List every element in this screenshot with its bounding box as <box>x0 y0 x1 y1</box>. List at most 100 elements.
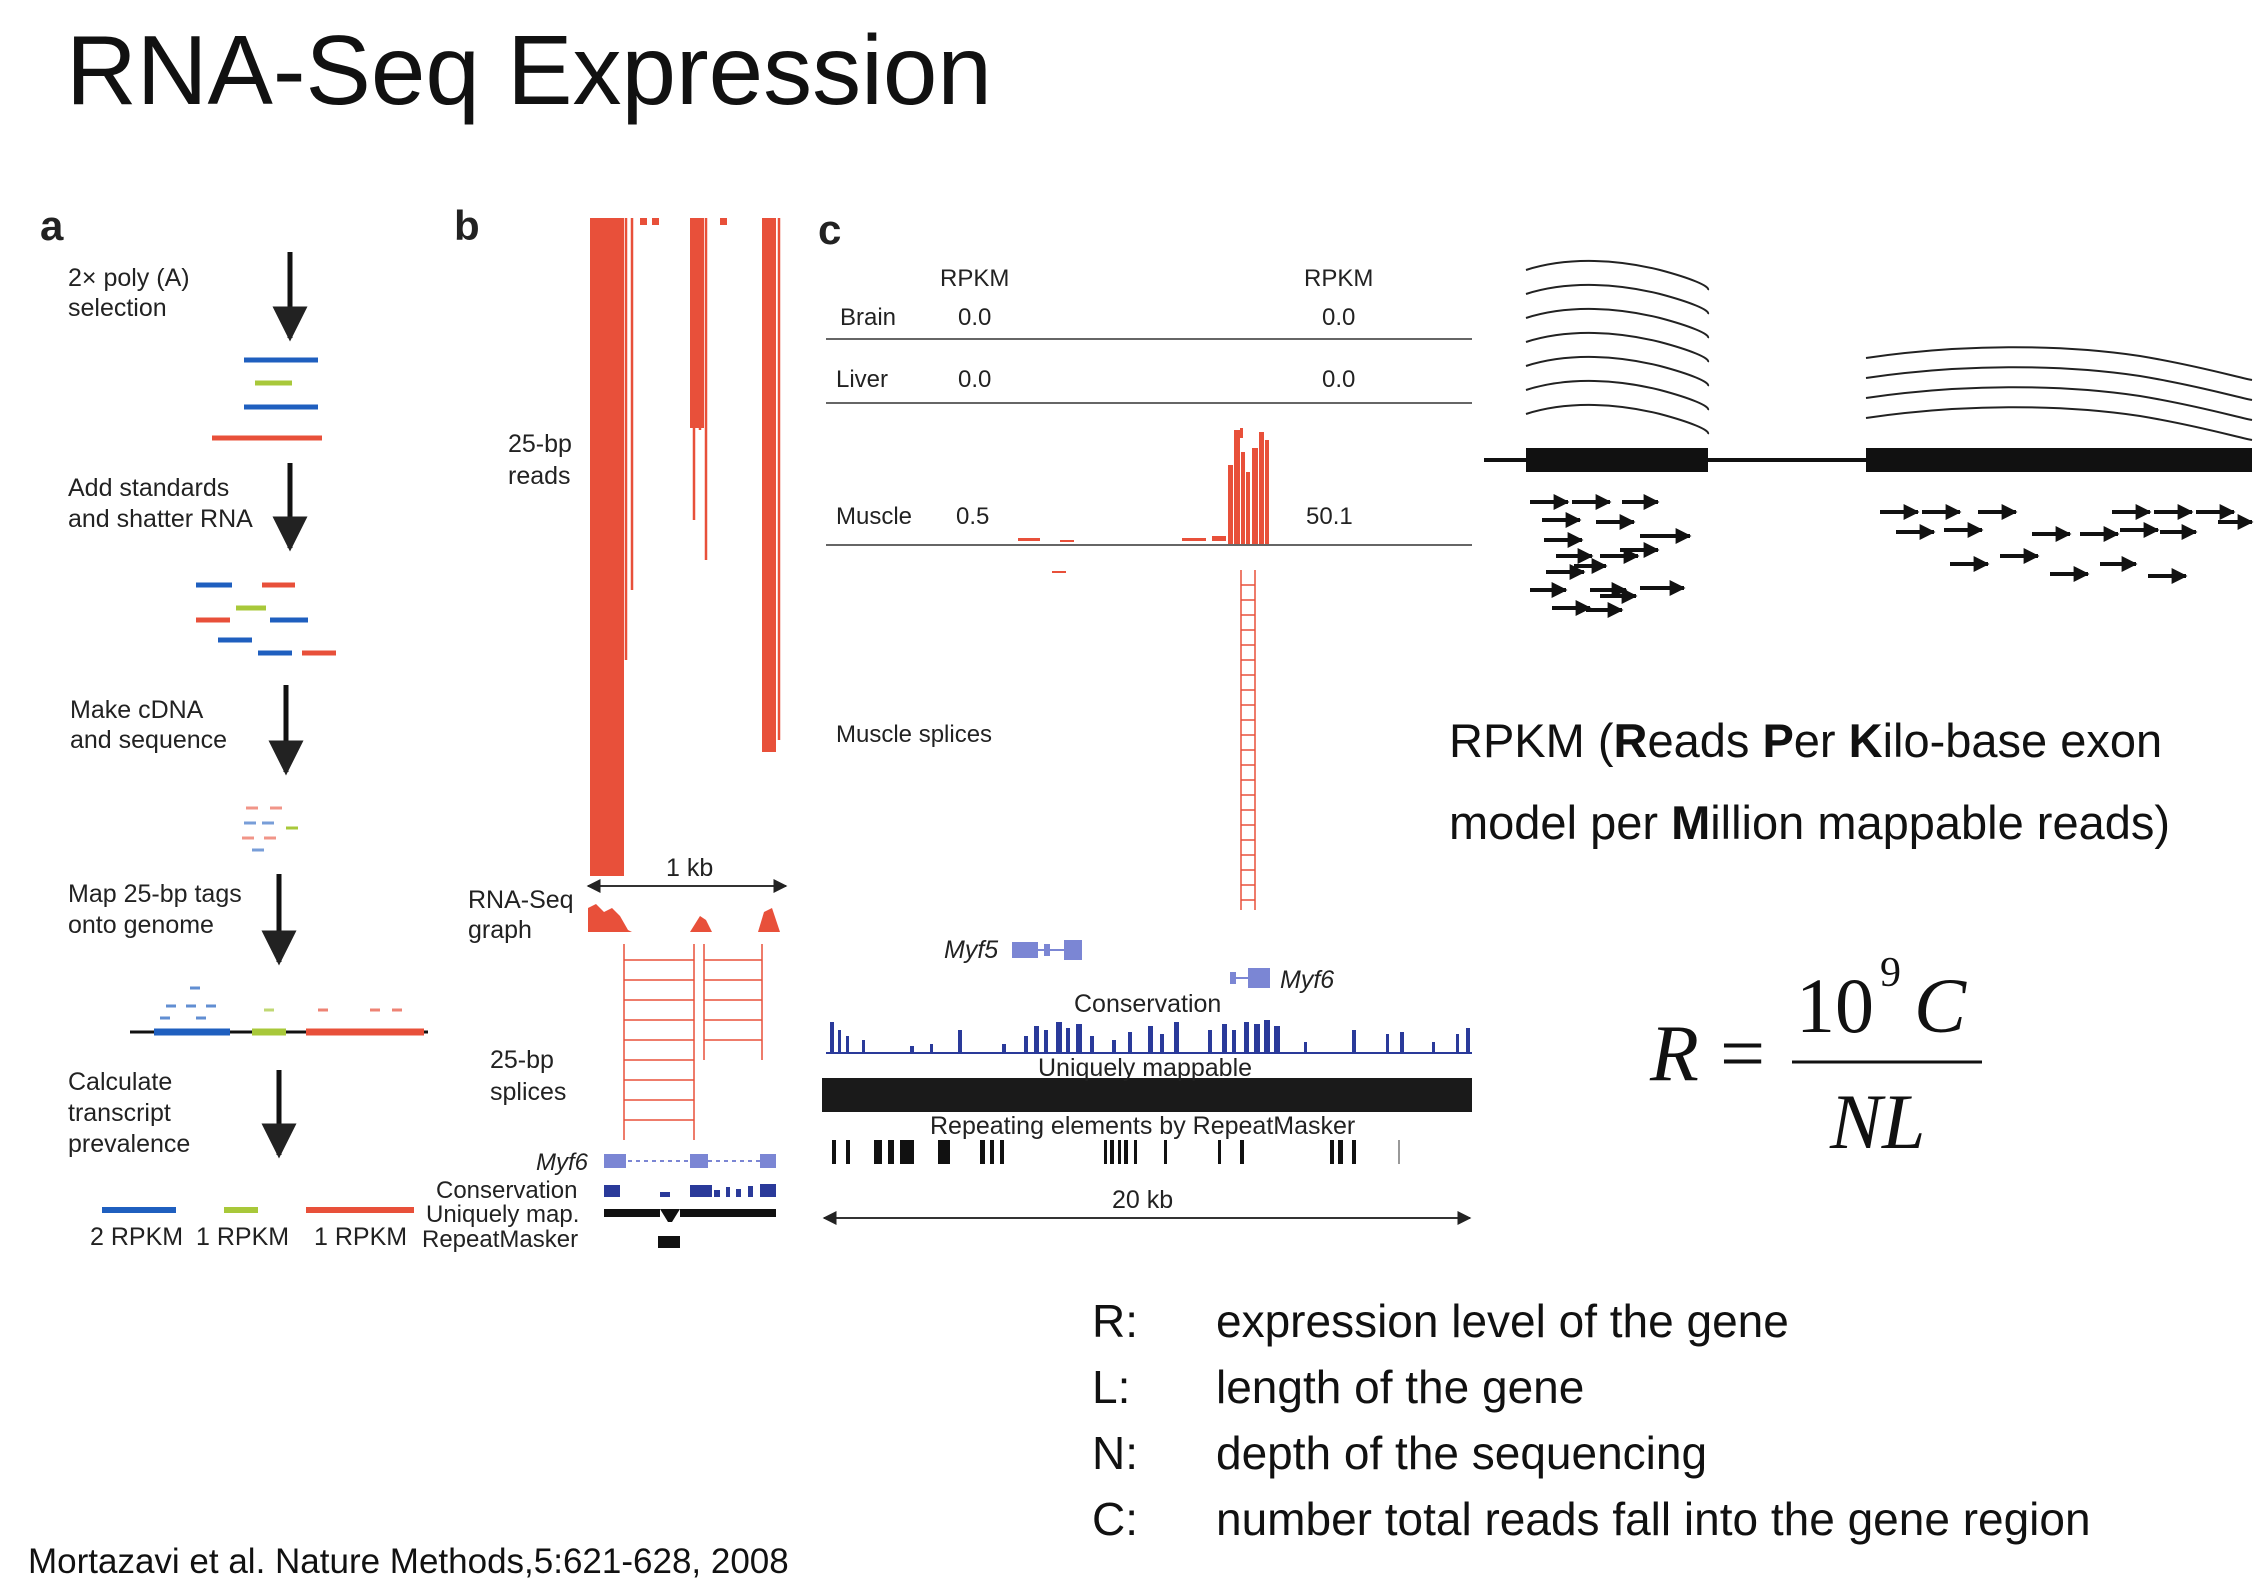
panel-b: b 25-bp reads 1 kb <box>422 202 788 1253</box>
panel-c-muscle-splices <box>1240 570 1256 910</box>
shattered-fragments <box>196 582 336 656</box>
panel-c-gene-myf6: Myf6 <box>1280 966 1334 994</box>
panel-a-step-1-line-2: selection <box>68 294 167 322</box>
panel-a-step-4-line-2: onto genome <box>68 911 214 939</box>
def-text: illion mappable reads) <box>1710 796 2171 849</box>
panel-a-step-arrows <box>261 252 308 1159</box>
page-title: RNA-Seq Expression <box>66 15 992 125</box>
legend-symbol: R: <box>1092 1295 1138 1347</box>
panel-b-letter: b <box>454 202 480 249</box>
panel-c-uniquely-label: Uniquely mappable <box>1038 1054 1252 1082</box>
def-text: RPKM ( <box>1449 714 1614 767</box>
legend-symbol: N: <box>1092 1427 1138 1479</box>
exon-1 <box>1526 448 1708 472</box>
panel-b-rnaseq-graph <box>588 904 780 932</box>
panel-c: c RPKM RPKM Brain 0.0 0.0 Liver 0.0 0.0 … <box>818 206 1472 1225</box>
panel-c-tissue-brain: Brain <box>840 304 896 331</box>
panel-c-repeats-track <box>832 1140 1400 1164</box>
panel-c-muscle-right: 50.1 <box>1306 503 1353 530</box>
mapped-read-arrows <box>1530 494 2254 618</box>
panel-b-gene-label: Myf6 <box>536 1149 589 1176</box>
formula-num-base: 10 <box>1796 962 1874 1049</box>
panel-a-step-3-line-2: and sequence <box>70 726 227 754</box>
panel-c-rpkm-header-left: RPKM <box>940 265 1009 292</box>
def-text: eads <box>1647 714 1763 767</box>
panel-b-repeatmasker-label: RepeatMasker <box>422 1226 578 1253</box>
formula-denominator: NL <box>1829 1078 1925 1165</box>
panel-c-conservation-track <box>826 1020 1472 1054</box>
panel-a-step-5-line-3: prevalence <box>68 1130 190 1158</box>
def-bold-letter: M <box>1671 796 1711 849</box>
panel-c-scale-label: 20 kb <box>1112 1186 1173 1214</box>
panel-b-conservation-label: Conservation <box>436 1177 577 1204</box>
panel-b-graph-label-1: RNA-Seq <box>468 886 574 914</box>
panel-a-step-5-line-1: Calculate <box>68 1068 172 1096</box>
panel-c-liver-left: 0.0 <box>958 366 991 393</box>
panel-a-step-2-line-2: and shatter RNA <box>68 505 253 533</box>
panel-c-myf6-gene <box>1230 968 1270 988</box>
transcript-waves-right <box>1865 346 2253 441</box>
panel-c-myf5-gene <box>1012 940 1082 960</box>
panel-b-conservation-track <box>604 1184 776 1197</box>
rpkm-label-1: 2 RPKM <box>90 1223 183 1251</box>
legend-description: number total reads fall into the gene re… <box>1216 1493 2091 1545</box>
panel-c-muscle-left: 0.5 <box>956 503 989 530</box>
rpkm-definition: RPKM (Reads Per Kilo-base exon model per… <box>1449 700 2170 864</box>
legend-symbol: L: <box>1092 1361 1131 1413</box>
polyA-transcripts <box>212 357 322 441</box>
panel-b-uniquely-track <box>604 1209 776 1222</box>
def-bold-letter: K <box>1848 714 1883 767</box>
panel-b-repeat-block <box>658 1236 680 1248</box>
rpkm-label-2: 1 RPKM <box>196 1223 289 1251</box>
exon-2 <box>1866 448 2252 472</box>
panel-a-step-2-line-1: Add standards <box>68 474 229 502</box>
panel-a-letter: a <box>40 202 64 249</box>
panel-c-uniquely-track <box>822 1078 1472 1112</box>
rpkm-formula: R = 10 9 C NL <box>1649 950 1982 1165</box>
panel-b-splices-track <box>623 944 763 1140</box>
panel-c-letter: c <box>818 206 841 253</box>
legend-symbol: C: <box>1092 1493 1138 1545</box>
panel-b-splices-label-2: splices <box>490 1078 566 1106</box>
panel-b-reads-label-2: reads <box>508 462 571 490</box>
panel-b-scale-label: 1 kb <box>666 854 713 882</box>
panel-c-brain-left: 0.0 <box>958 304 991 331</box>
formula-equals: = <box>1720 1010 1765 1098</box>
panel-b-uniquely-label: Uniquely map. <box>426 1201 579 1228</box>
rpkm-definition-line-1: RPKM (Reads Per Kilo-base exon <box>1449 700 2170 782</box>
sequenced-tags <box>242 806 298 852</box>
panel-b-graph-label-2: graph <box>468 916 532 944</box>
citation: Mortazavi et al. Nature Methods,5:621-62… <box>28 1542 789 1581</box>
def-text: er <box>1793 714 1849 767</box>
panel-a-step-4-line-1: Map 25-bp tags <box>68 880 242 908</box>
transcript-waves-left <box>1525 260 1709 435</box>
formula-lhs: R <box>1649 1010 1699 1098</box>
mapped-genome <box>130 986 428 1036</box>
def-bold-letter: P <box>1762 714 1794 767</box>
panel-b-splices-label-1: 25-bp <box>490 1046 554 1074</box>
panel-c-tissue-muscle: Muscle <box>836 503 912 530</box>
panel-a: a 2× poly (A) selection Add standards an… <box>40 202 428 1251</box>
panel-c-liver-right: 0.0 <box>1322 366 1355 393</box>
panel-a-step-1-line-1: 2× poly (A) <box>68 264 190 292</box>
def-text: model per <box>1449 796 1672 849</box>
panel-c-brain-right: 0.0 <box>1322 304 1355 331</box>
legend-description: depth of the sequencing <box>1216 1427 1708 1479</box>
panel-b-gene-track <box>604 1154 776 1168</box>
panel-a-step-3-line-1: Make cDNA <box>70 696 204 724</box>
legend-description: length of the gene <box>1216 1361 1585 1413</box>
rpkm-definition-line-2: model per Million mappable reads) <box>1449 782 2170 864</box>
panel-c-muscle-signal <box>1018 428 1269 545</box>
panel-c-repeats-label: Repeating elements by RepeatMasker <box>930 1112 1355 1140</box>
panel-c-rpkm-header-right: RPKM <box>1304 265 1373 292</box>
def-bold-letter: R <box>1613 714 1648 767</box>
panel-c-splices-label: Muscle splices <box>836 721 992 748</box>
rpkm-label-3: 1 RPKM <box>314 1223 407 1251</box>
panel-b-reads-track <box>590 218 781 876</box>
def-text: ilo-base exon <box>1882 714 2163 767</box>
panel-b-reads-label-1: 25-bp <box>508 430 572 458</box>
panel-c-gene-myf5: Myf5 <box>944 936 998 964</box>
panel-c-tissue-liver: Liver <box>836 366 888 393</box>
panel-a-step-5-line-2: transcript <box>68 1099 171 1127</box>
